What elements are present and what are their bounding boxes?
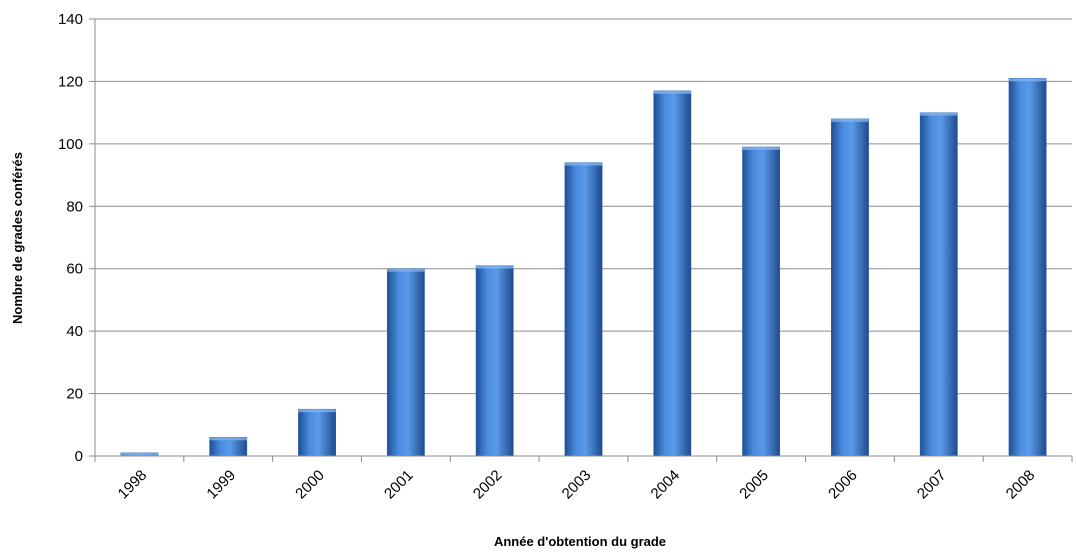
bar-highlight bbox=[387, 268, 425, 272]
x-tick-label: 2002 bbox=[470, 467, 506, 503]
y-tick-label: 60 bbox=[66, 261, 83, 278]
bar-highlight bbox=[920, 112, 958, 116]
bar-highlight bbox=[476, 265, 514, 269]
bar-highlight bbox=[120, 452, 159, 456]
x-tick-labels: 1998 1999 2000 2001 2002 2003 2004 2005 2006 2007… bbox=[115, 467, 1039, 503]
bar-highlight bbox=[653, 90, 691, 94]
x-tick-label: 2008 bbox=[1003, 467, 1039, 503]
x-tick-label: 2001 bbox=[381, 467, 417, 503]
y-tick-labels: 0 20 40 60 80 100 120 140 bbox=[58, 11, 83, 465]
bar-2003 bbox=[564, 162, 603, 457]
bar-highlight bbox=[831, 118, 869, 122]
y-tick-label: 140 bbox=[58, 11, 83, 28]
axes bbox=[89, 18, 1073, 462]
bar-2002 bbox=[475, 265, 514, 457]
y-tick-label: 80 bbox=[66, 198, 83, 215]
bar-2005 bbox=[742, 146, 781, 457]
x-tick-label: 2004 bbox=[648, 467, 684, 503]
bars bbox=[120, 78, 1047, 457]
y-tick-label: 40 bbox=[66, 323, 83, 340]
bar-2000 bbox=[298, 408, 336, 457]
x-axis-title: Année d'obtention du grade bbox=[494, 534, 666, 549]
bar-2007 bbox=[919, 112, 958, 457]
y-axis-title: Nombre de grades conférés bbox=[10, 152, 25, 324]
bar-highlight bbox=[742, 146, 780, 150]
x-tick-label: 2007 bbox=[914, 467, 950, 503]
bar-highlight bbox=[298, 409, 336, 413]
y-tick-label: 120 bbox=[58, 73, 83, 90]
x-tick-label: 2003 bbox=[559, 467, 595, 503]
bar-2001 bbox=[386, 268, 425, 457]
y-tick-label: 0 bbox=[75, 448, 83, 465]
bar-2008 bbox=[1008, 78, 1047, 457]
bar-2004 bbox=[653, 90, 692, 457]
x-tick-label: 2000 bbox=[292, 467, 328, 503]
bar-highlight bbox=[564, 162, 603, 166]
bar-highlight bbox=[209, 437, 247, 441]
y-tick-label: 20 bbox=[66, 386, 83, 403]
x-tick-label: 2006 bbox=[825, 467, 861, 503]
x-tick-label: 1999 bbox=[203, 467, 239, 503]
y-tick-label: 100 bbox=[58, 136, 83, 153]
x-tick-label: 2005 bbox=[736, 467, 772, 503]
bar-2006 bbox=[831, 118, 869, 457]
bar-highlight bbox=[1008, 78, 1047, 82]
x-tick-label: 1998 bbox=[115, 467, 151, 503]
